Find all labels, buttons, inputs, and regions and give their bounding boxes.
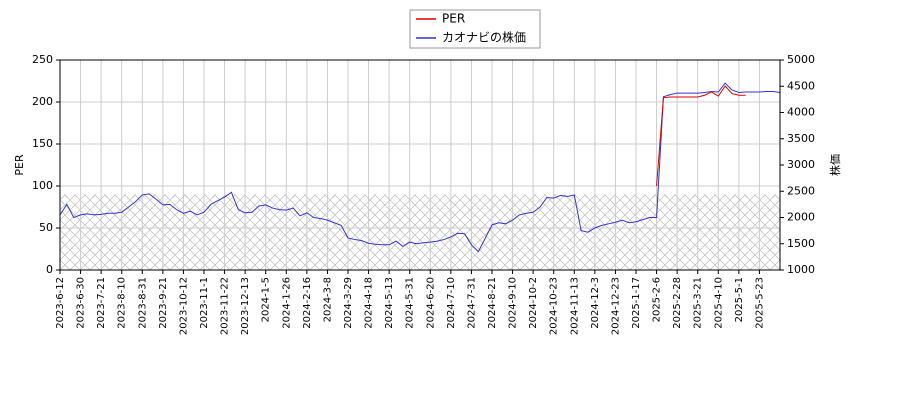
- y2-axis-label: 株価: [828, 154, 842, 176]
- y-tick-label: 250: [32, 53, 53, 66]
- y-tick-label: 150: [32, 137, 53, 150]
- x-tick-label: 2024-10-2: [528, 277, 539, 329]
- x-tick-label: 2024-7-31: [466, 277, 477, 329]
- x-tick-label: 2024-10-23: [549, 277, 560, 335]
- y2-tick-label: 2500: [787, 184, 815, 197]
- x-tick-label: 2024-3-8: [322, 277, 333, 322]
- x-tick-label: 2023-8-10: [117, 277, 128, 329]
- legend-label: カオナビの株価: [442, 30, 526, 45]
- x-tick-label: 2024-12-23: [610, 277, 621, 335]
- x-tick-label: 2024-1-5: [261, 277, 272, 322]
- x-tick-label: 2023-10-12: [178, 277, 189, 335]
- x-tick-label: 2025-3-21: [693, 277, 704, 329]
- x-tick-label: 2023-6-12: [55, 277, 66, 329]
- x-tick-label: 2023-12-13: [240, 277, 251, 335]
- x-tick-label: 2025-4-10: [713, 277, 724, 329]
- y-tick-label: 50: [39, 221, 53, 234]
- y-tick-label: 100: [32, 179, 53, 192]
- data-line: [59, 82, 781, 253]
- x-tick-label: 2023-11-1: [199, 277, 210, 329]
- x-tick-label: 2023-9-21: [158, 277, 169, 329]
- plot-frame: [59, 59, 781, 271]
- data-line: [656, 85, 746, 187]
- x-tick-label: 2023-11-22: [220, 277, 231, 335]
- y2-tick-label: 1000: [787, 263, 815, 276]
- x-tick-label: 2023-6-30: [76, 277, 87, 329]
- x-tick-label: 2025-5-1: [734, 277, 745, 322]
- x-tick-label: 2024-1-26: [281, 277, 292, 329]
- y2-tick-label: 4500: [787, 79, 815, 92]
- y2-tick-label: 2000: [787, 211, 815, 224]
- legend-box: [409, 9, 541, 49]
- x-tick-label: 2024-2-16: [302, 277, 313, 329]
- x-tick-label: 2024-6-20: [425, 277, 436, 329]
- x-tick-label: 2025-5-23: [754, 277, 765, 329]
- y-tick-label: 200: [32, 95, 53, 108]
- x-tick-label: 2025-1-17: [631, 277, 642, 329]
- x-tick-label: 2025-2-6: [652, 277, 663, 322]
- x-tick-label: 2024-7-10: [446, 277, 457, 329]
- x-tick-label: 2024-5-13: [384, 277, 395, 329]
- y2-tick-label: 3500: [787, 132, 815, 145]
- y2-tick-label: 1500: [787, 237, 815, 250]
- x-tick-label: 2024-4-18: [364, 277, 375, 329]
- x-tick-label: 2023-8-31: [137, 277, 148, 329]
- x-tick-label: 2023-7-21: [96, 277, 107, 329]
- y-axis-label: PER: [13, 154, 26, 176]
- y2-tick-label: 5000: [787, 53, 815, 66]
- x-tick-label: 2024-9-10: [508, 277, 519, 329]
- x-tick-label: 2024-8-21: [487, 277, 498, 329]
- y2-tick-label: 3000: [787, 158, 815, 171]
- x-tick-label: 2024-3-29: [343, 277, 354, 329]
- x-tick-label: 2024-5-31: [405, 277, 416, 329]
- shaded-band: [60, 194, 780, 270]
- y2-tick-label: 4000: [787, 106, 815, 119]
- y-tick-label: 0: [46, 263, 53, 276]
- legend-label: PER: [442, 12, 465, 26]
- x-tick-label: 2024-12-3: [590, 277, 601, 329]
- x-tick-label: 2025-2-28: [672, 277, 683, 329]
- x-tick-label: 2024-11-13: [569, 277, 580, 335]
